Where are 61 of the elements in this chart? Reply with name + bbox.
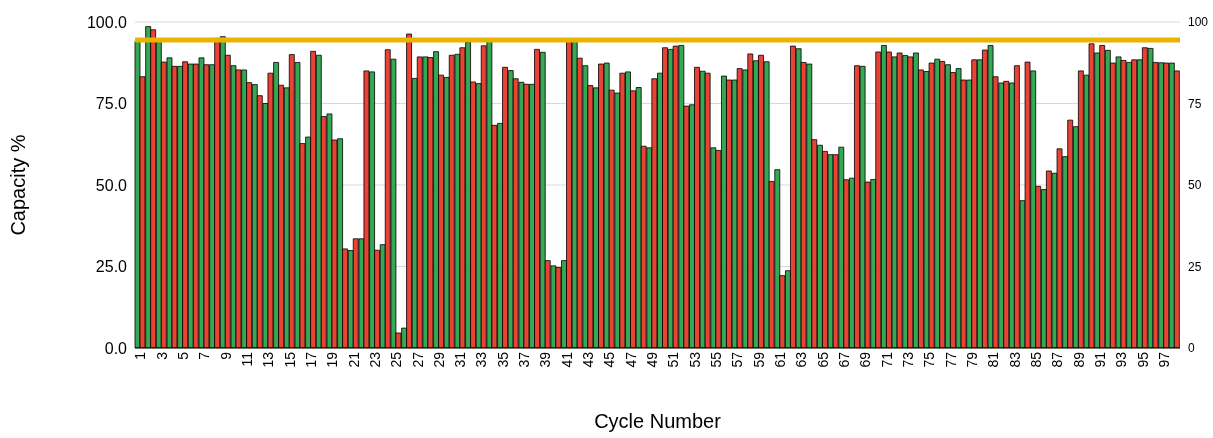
x-tick-label: 73 (900, 351, 917, 368)
x-tick-label: 17 (302, 351, 319, 368)
x-tick-label: 33 (473, 351, 490, 368)
y-tick-label: 75.0 (95, 95, 128, 113)
x-tick-label: 67 (836, 351, 853, 368)
x-tick-label: 29 (430, 351, 447, 368)
x-tick-label: 49 (644, 351, 661, 368)
x-tick-label: 65 (814, 351, 831, 368)
x-tick-label: 87 (1049, 351, 1066, 368)
x-tick-label: 19 (324, 351, 341, 368)
y2-tick-label: 50 (1188, 178, 1202, 193)
x-tick-label: 25 (388, 351, 405, 368)
x-tick-label: 37 (516, 351, 533, 368)
x-tick-label: 83 (1006, 351, 1023, 368)
x-tick-label: 81 (985, 351, 1002, 368)
x-tick-label: 13 (260, 351, 277, 368)
x-tick-label: 95 (1134, 351, 1151, 368)
x-tick-label: 97 (1155, 351, 1172, 368)
y2-tick-label: 25 (1188, 259, 1202, 274)
x-tick-label: 43 (580, 351, 597, 368)
x-axis-title: Cycle Number (594, 410, 722, 432)
x-tick-label: 5 (174, 351, 191, 360)
x-tick-label: 75 (921, 351, 938, 368)
x-tick-label: 9 (217, 351, 234, 360)
x-tick-label: 55 (708, 351, 725, 368)
y-tick-label: 25.0 (95, 258, 128, 276)
x-tick-label: 15 (281, 351, 298, 368)
x-tick-label: 31 (452, 351, 469, 368)
x-tick-label: 7 (196, 351, 213, 360)
x-tick-label: 11 (238, 351, 255, 367)
x-tick-label: 47 (622, 351, 639, 368)
x-tick-label: 79 (964, 351, 981, 368)
x-tick-label: 51 (665, 351, 682, 368)
x-tick-label: 39 (537, 351, 554, 368)
y2-tick-label: 100 (1188, 15, 1209, 30)
y2-tick-label: 0 (1188, 341, 1195, 356)
x-tick-label: 53 (686, 351, 703, 368)
x-tick-label: 85 (1027, 351, 1044, 368)
x-tick-label: 89 (1070, 351, 1087, 368)
x-tick-label: 57 (729, 351, 746, 368)
y2-tick-label: 75 (1188, 96, 1202, 111)
x-tick-label: 91 (1091, 351, 1108, 368)
x-tick-label: 61 (772, 351, 789, 368)
x-tick-label: 1 (132, 351, 149, 360)
y-tick-label: 100.0 (86, 13, 128, 31)
x-tick-label: 59 (750, 351, 767, 368)
x-tick-label: 45 (601, 351, 618, 368)
x-tick-label: 77 (942, 351, 959, 368)
x-tick-label: 23 (366, 351, 383, 368)
x-tick-label: 21 (345, 351, 362, 368)
y-tick-label: 0.0 (104, 339, 128, 357)
x-tick-label: 69 (857, 351, 874, 368)
y-tick-label: 50.0 (95, 176, 128, 194)
y-axis-title: Capacity % (7, 134, 30, 236)
x-tick-label: 71 (878, 351, 895, 368)
x-tick-label: 63 (793, 351, 810, 368)
x-tick-label: 3 (153, 351, 170, 360)
x-tick-label: 41 (558, 351, 575, 368)
x-tick-label: 93 (1113, 351, 1130, 368)
x-tick-label: 27 (409, 351, 426, 368)
x-tick-label: 35 (494, 351, 511, 368)
